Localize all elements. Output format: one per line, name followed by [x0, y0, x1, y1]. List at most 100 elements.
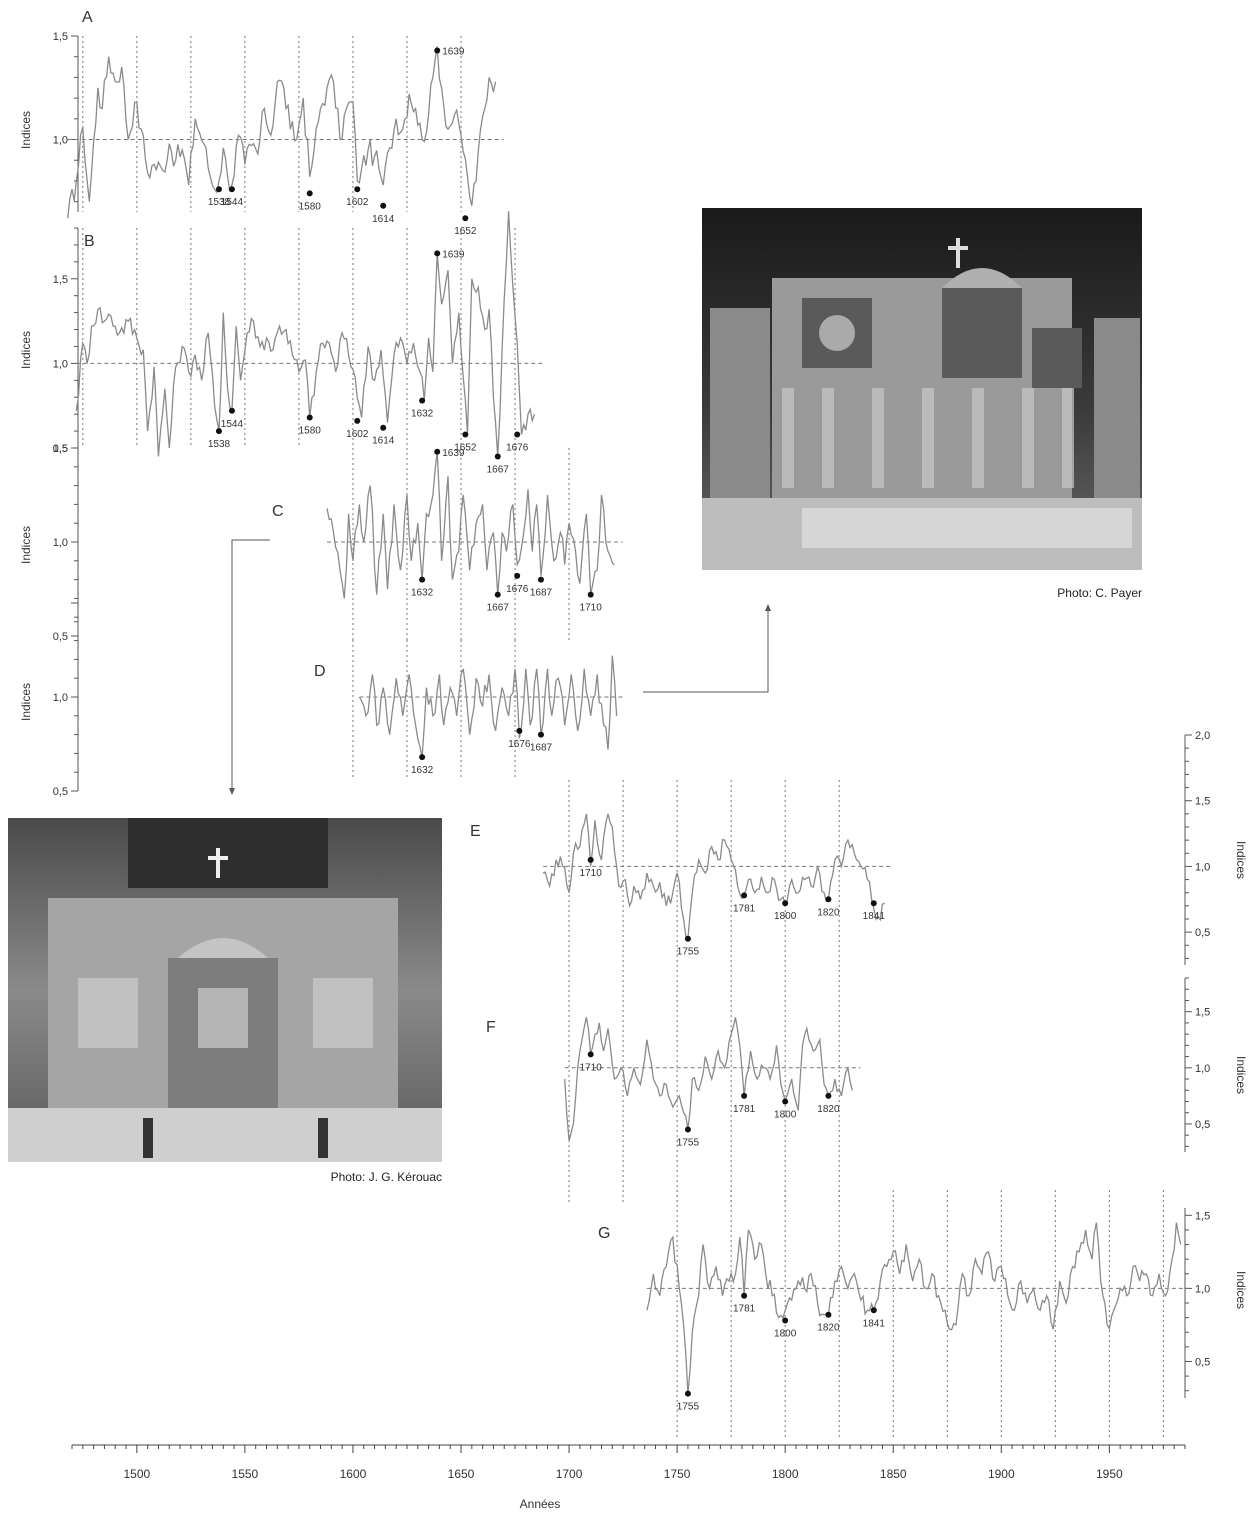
marker-F-1755 — [684, 1126, 691, 1133]
y-axis-C: 1,5 1,0 0,5 — [53, 443, 79, 643]
marker-label-B-1580: 1580 — [299, 426, 322, 437]
marker-G-1820 — [825, 1311, 832, 1318]
marker-label-A-1602: 1602 — [346, 197, 369, 208]
y-axis-label-D: Indices — [19, 683, 33, 721]
y-axis-B: 1,5 1,0 0,5 — [53, 227, 79, 455]
series-line-B — [75, 211, 536, 457]
series-line-D — [358, 655, 618, 758]
x-tick-label-1700: 1700 — [556, 1467, 583, 1481]
y-tick-label-C: 1,5 — [53, 443, 68, 455]
panel-label-E: E — [470, 823, 481, 840]
x-tick-label-1600: 1600 — [340, 1467, 367, 1481]
y-tick-label-F: 0,5 — [1195, 1119, 1210, 1131]
marker-B-1614 — [380, 424, 387, 431]
marker-label-F-1800: 1800 — [774, 1109, 797, 1120]
marker-E-1820 — [825, 896, 832, 903]
marker-G-1755 — [684, 1390, 691, 1397]
y-axis-D: 1,0 0,5 — [53, 602, 79, 798]
y-tick-label-A: 1,0 — [53, 135, 68, 147]
marker-A-1544 — [228, 186, 235, 193]
marker-label-G-1841: 1841 — [863, 1318, 886, 1329]
marker-B-1580 — [306, 414, 313, 421]
marker-label-A-1652: 1652 — [454, 226, 477, 237]
photo-kerouac: Photo: J. G. Kérouac — [8, 818, 442, 1190]
y-tick-label-G: 0,5 — [1195, 1356, 1210, 1368]
marker-label-C-1687: 1687 — [530, 588, 553, 599]
marker-E-1781 — [741, 892, 748, 899]
x-tick-label-1750: 1750 — [664, 1467, 691, 1481]
marker-A-1639 — [434, 47, 441, 54]
marker-label-E-1800: 1800 — [774, 911, 797, 922]
connector-arrows — [229, 539, 771, 795]
marker-label-G-1781: 1781 — [733, 1304, 756, 1315]
y-tick-label-A: 1,5 — [53, 31, 68, 43]
y-axis-label-F: Indices — [1234, 1056, 1248, 1094]
y-tick-label-E: 2,0 — [1195, 730, 1210, 742]
marker-label-B-1639: 1639 — [442, 249, 465, 260]
panel-G: G 1,5 1,0 0,5 Indices 1755 1781 1800 1820 1841 — [598, 1208, 1248, 1413]
y-tick-label-E: 1,5 — [1195, 796, 1210, 808]
marker-C-1639 — [434, 448, 441, 455]
marker-B-1676 — [514, 431, 521, 438]
marker-label-D-1676: 1676 — [508, 739, 531, 750]
marker-A-1602 — [354, 186, 361, 193]
marker-label-C-1632: 1632 — [411, 588, 434, 599]
marker-label-D-1632: 1632 — [411, 765, 434, 776]
retable-photo-image — [8, 818, 442, 1162]
x-axis-label: Années — [520, 1497, 561, 1511]
marker-B-1667 — [494, 453, 501, 460]
marker-B-1544 — [228, 407, 235, 414]
marker-label-F-1820: 1820 — [817, 1104, 840, 1115]
marker-label-F-1781: 1781 — [733, 1104, 756, 1115]
marker-label-A-1614: 1614 — [372, 214, 395, 225]
marker-F-1710 — [587, 1051, 594, 1058]
series-line-A — [67, 46, 497, 219]
marker-label-E-1841: 1841 — [863, 911, 886, 922]
marker-label-G-1755: 1755 — [677, 1402, 700, 1413]
marker-F-1800 — [782, 1098, 789, 1105]
marker-C-1667 — [494, 591, 501, 598]
marker-label-G-1800: 1800 — [774, 1329, 797, 1340]
y-tick-label-B: 1,0 — [53, 358, 68, 370]
y-tick-label-B: 0,5 — [53, 443, 68, 455]
y-tick-label-E: 1,0 — [1195, 861, 1210, 873]
marker-label-A-1580: 1580 — [299, 201, 322, 212]
x-tick-label-1650: 1650 — [448, 1467, 475, 1481]
marker-A-1652 — [462, 215, 469, 222]
marker-label-B-1538: 1538 — [208, 439, 231, 450]
marker-D-1632 — [419, 754, 426, 761]
marker-A-1580 — [306, 190, 313, 197]
y-axis-label-G: Indices — [1234, 1271, 1248, 1309]
y-tick-label-C: 0,5 — [53, 631, 68, 643]
series-line-G — [646, 1222, 1182, 1394]
y-axis-G: 1,5 1,0 0,5 — [1184, 1208, 1210, 1398]
vertical-gridlines — [82, 36, 1164, 1440]
panel-label-C: C — [272, 503, 284, 520]
y-tick-label-F: 1,0 — [1195, 1063, 1210, 1075]
series-line-F — [564, 1017, 853, 1141]
marker-label-B-1544: 1544 — [221, 419, 244, 430]
y-tick-label-B: 1,5 — [53, 274, 68, 286]
marker-label-E-1710: 1710 — [580, 868, 603, 879]
marker-C-1687 — [537, 576, 544, 583]
marker-G-1781 — [741, 1292, 748, 1299]
marker-label-A-1639: 1639 — [442, 46, 465, 57]
x-axis: 1500 1550 1600 1650 1700 1750 1800 1850 1900 1950… — [71, 1444, 1186, 1511]
marker-label-C-1676: 1676 — [506, 584, 529, 595]
y-axis-F: 1,5 1,0 0,5 — [1184, 977, 1210, 1152]
y-axis-label-E: Indices — [1234, 841, 1248, 879]
marker-label-C-1710: 1710 — [580, 603, 603, 614]
marker-E-1755 — [684, 935, 691, 942]
marker-label-E-1781: 1781 — [733, 903, 756, 914]
y-tick-label-G: 1,0 — [1195, 1283, 1210, 1295]
marker-label-B-1667: 1667 — [487, 464, 510, 475]
marker-label-A-1544: 1544 — [221, 197, 244, 208]
marker-D-1687 — [537, 731, 544, 738]
marker-G-1800 — [782, 1317, 789, 1324]
marker-B-1632 — [419, 397, 426, 404]
marker-label-C-1667: 1667 — [487, 603, 510, 614]
